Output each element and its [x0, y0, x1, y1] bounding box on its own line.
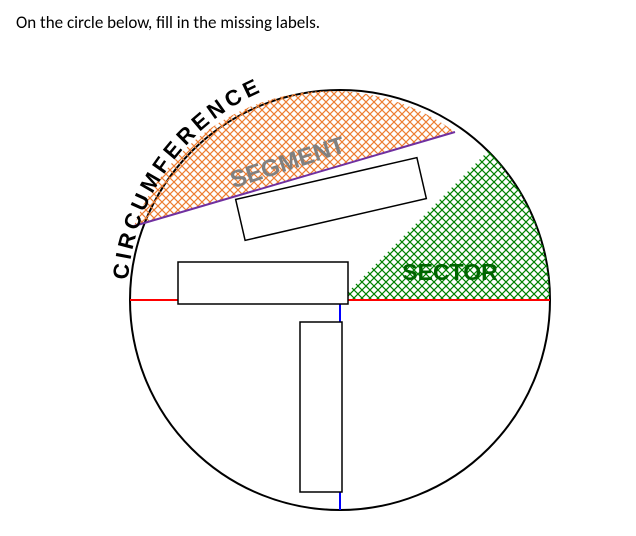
answer-box[interactable]: [300, 322, 342, 492]
answer-box[interactable]: [178, 262, 348, 304]
circle-diagram: SEGMENT SECTOR CIRCUMFERENCE: [110, 70, 570, 530]
instruction-text: On the circle below, fill in the missing…: [16, 12, 320, 33]
sector-label: SECTOR: [402, 259, 498, 285]
